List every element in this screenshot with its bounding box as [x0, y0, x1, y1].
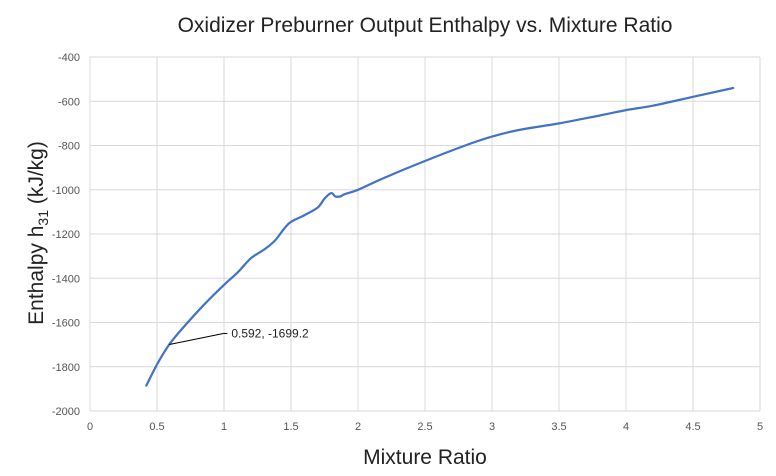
x-tick-label: 1: [221, 421, 227, 433]
series-line: [145, 86, 735, 387]
chart-title: Oxidizer Preburner Output Enthalpy vs. M…: [177, 14, 673, 37]
x-tick-label: 3.5: [551, 421, 566, 433]
data-label-annotation: 0.592, -1699.2: [231, 326, 309, 340]
x-tick-label: 3: [489, 421, 495, 433]
x-tick-label: 2.5: [417, 421, 432, 433]
x-axis-title: Mixture Ratio: [363, 446, 487, 469]
y-tick-label: -600: [58, 96, 80, 108]
series-layer: [145, 86, 735, 387]
annotation-layer: 0.592, -1699.2: [169, 326, 309, 345]
y-tick-label: -1200: [52, 229, 80, 241]
x-tick-label: 1.5: [283, 421, 298, 433]
x-tick-label: 0: [87, 421, 93, 433]
x-tick-label: 4: [623, 421, 629, 433]
y-tick-label: -800: [58, 141, 80, 153]
x-tick-label: 4.5: [685, 421, 700, 433]
y-tick-label: -1400: [52, 273, 80, 285]
y-tick-label: -400: [58, 52, 80, 64]
y-tick-label: -1800: [52, 362, 80, 374]
gridlines: [89, 56, 761, 412]
x-tick-label: 0.5: [149, 421, 164, 433]
y-tick-label: -2000: [52, 406, 80, 418]
x-tick-label: 5: [757, 421, 763, 433]
x-tick-label: 2: [355, 421, 361, 433]
annotation-leader-line: [169, 332, 224, 345]
y-tick-label: -1000: [52, 185, 80, 197]
tick-labels: -400 -600 -800 -1000 -1200 -1400 -1600 -1800 -20…: [52, 52, 763, 433]
y-tick-label: -1600: [52, 318, 80, 330]
